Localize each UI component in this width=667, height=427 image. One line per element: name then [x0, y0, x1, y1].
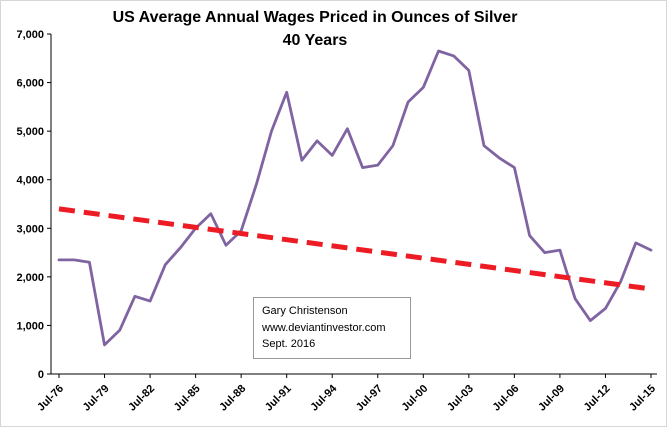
x-axis-tick-label: Jul-88	[217, 383, 248, 414]
x-axis-tick-label: Jul-76	[35, 383, 66, 414]
y-axis-tick-label: 0	[38, 369, 44, 381]
chart-title: US Average Annual Wages Priced in Ounces…	[1, 6, 629, 52]
x-axis-tick-label: Jul-91	[263, 383, 294, 414]
trend-line	[58, 206, 652, 292]
x-axis-tick-label: Jul-12	[582, 383, 613, 414]
chart-title-line1: US Average Annual Wages Priced in Ounces…	[112, 9, 518, 26]
x-axis-tick-label: Jul-94	[308, 382, 340, 414]
x-axis-tick-label: Jul-82	[126, 383, 157, 414]
y-axis-tick-label: 4,000	[16, 175, 44, 187]
chart-title-line2: 40 Years	[282, 32, 348, 50]
x-axis-tick-label: Jul-15	[627, 383, 658, 414]
y-axis-tick-label: 2,000	[16, 272, 44, 284]
annotation-box: Gary Christenson www.deviantinvestor.com…	[253, 297, 411, 359]
y-axis-tick-label: 1,000	[16, 320, 44, 332]
y-axis-tick-label: 3,000	[16, 223, 44, 235]
y-axis-tick-label: 5,000	[16, 126, 44, 138]
x-axis-tick-label: Jul-85	[172, 383, 203, 414]
x-axis-tick-label: Jul-09	[536, 383, 567, 414]
x-axis-tick-label: Jul-03	[445, 383, 476, 414]
annotation-date: Sept. 2016	[262, 338, 316, 350]
wages-in-silver-line	[57, 49, 653, 347]
y-axis-tick-label: 7,000	[16, 29, 44, 41]
annotation-website: www.deviantinvestor.com	[262, 321, 386, 334]
x-axis-tick-label: Jul-97	[354, 383, 385, 414]
x-axis-tick-label: Jul-79	[81, 383, 112, 414]
annotation-author: Gary Christenson	[262, 305, 348, 317]
x-axis-tick-label: Jul-00	[399, 383, 430, 414]
x-axis-tick-label: Jul-06	[491, 383, 522, 414]
y-axis-tick-label: 6,000	[16, 78, 44, 90]
